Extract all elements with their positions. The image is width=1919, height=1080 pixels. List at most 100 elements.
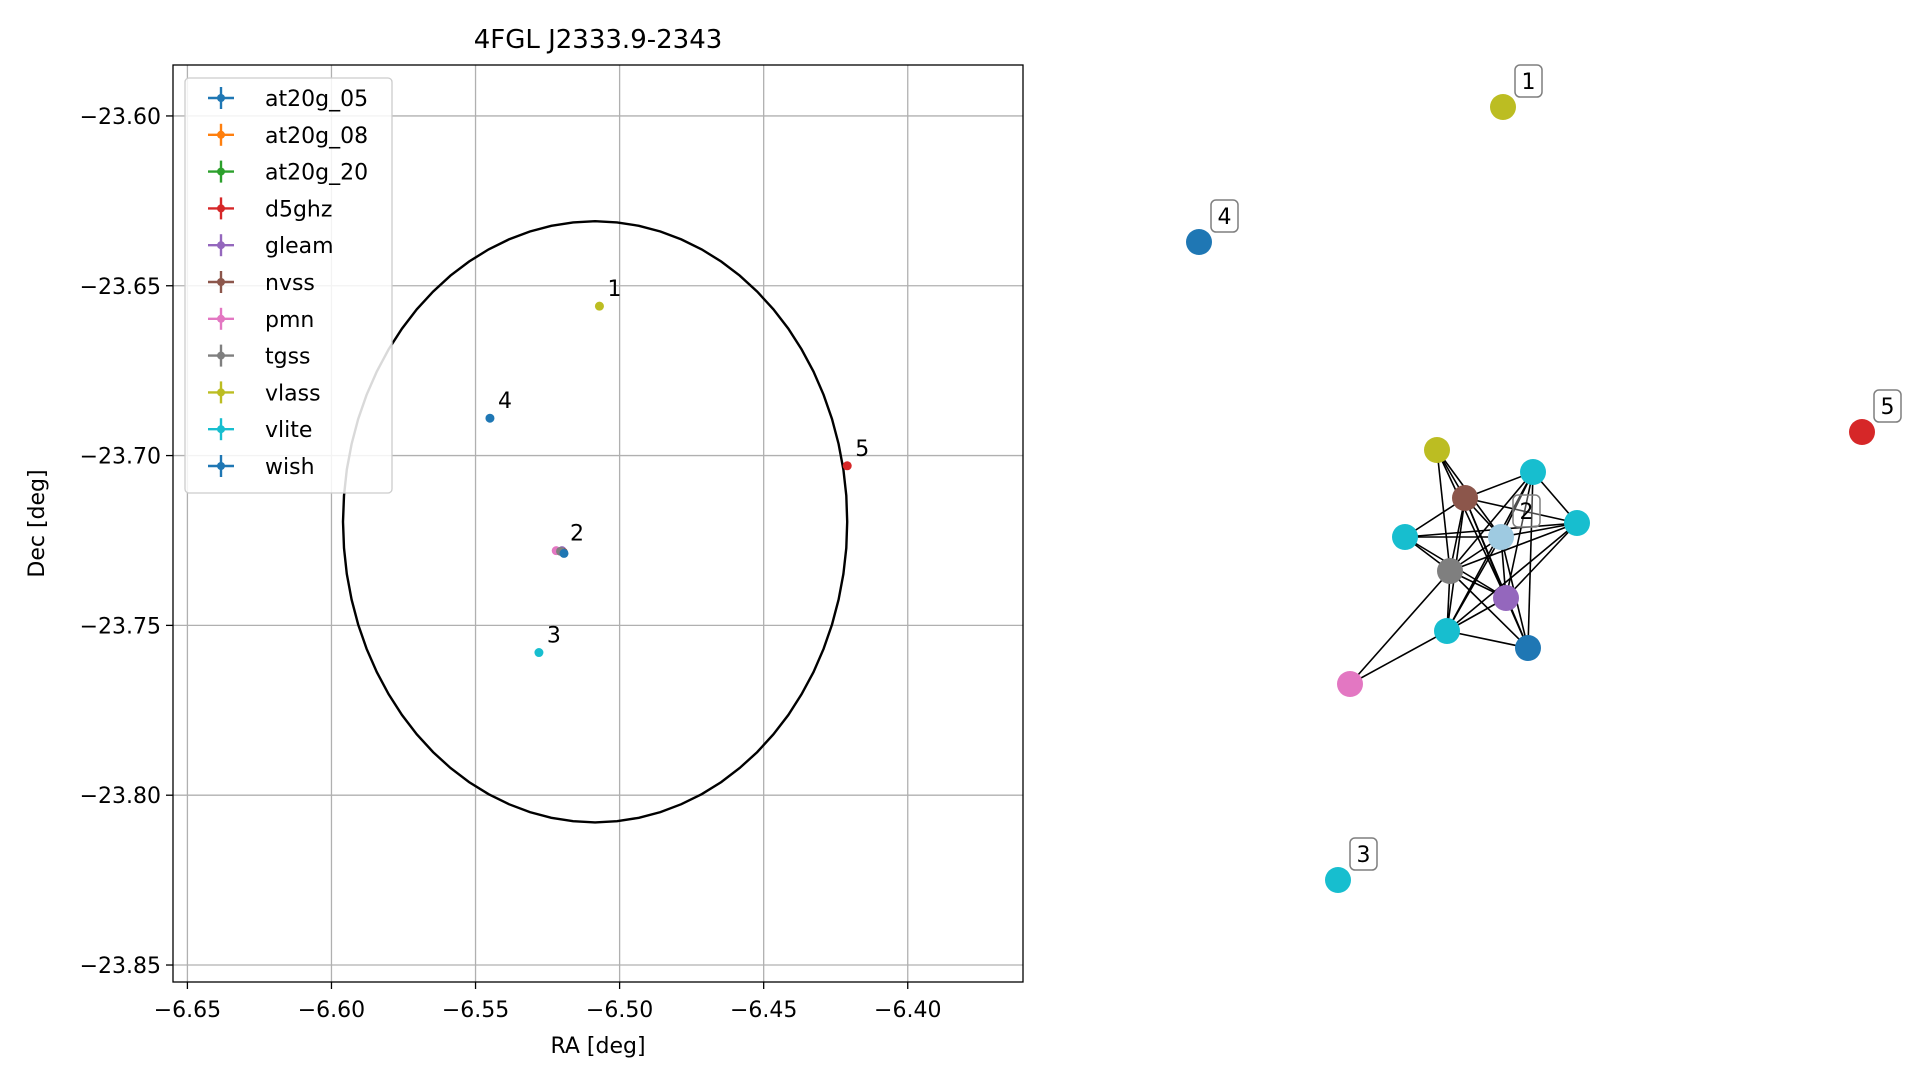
label-text: 2 [1520,500,1534,525]
network-edge [1449,522,1578,572]
legend-item: wish [208,455,315,480]
legend-label: at20g_08 [265,124,368,149]
label-box [1349,837,1378,871]
network-edge [1527,471,1534,649]
network-node-label: 1 [1514,64,1543,98]
label-text: 5 [1881,395,1895,420]
label-box [1210,199,1239,233]
network-edge [1446,522,1578,632]
legend-marker-dot [217,204,225,213]
legend-item: d5ghz [208,197,332,222]
y-axis-label: Dec [deg] [25,469,50,577]
network-edge [1449,570,1529,649]
y-tick-label: −23.60 [80,105,161,130]
legend-label: pmn [265,308,314,333]
network-panel: 1 4 5 2 3 [1186,64,1902,893]
axes-frame [172,64,1024,983]
localization-ellipse [341,219,849,824]
scatter-panel: 1 4 5 2 3 −6.65 −6.60 −6.55 −6.50 −6.45 −6.40 −23… [25,25,1024,1059]
network-edge [1436,449,1507,599]
x-tick-label: −6.50 [586,998,653,1023]
point-annotation: 4 [498,389,512,414]
y-tick-label: −23.65 [80,275,161,300]
legend-item: nvss [208,271,315,296]
network-nodes [1186,94,1875,893]
legend-item: tgss [208,344,311,370]
legend-label: wish [265,455,315,480]
legend-marker-dot [217,425,225,434]
y-tick-label: −23.85 [80,954,161,979]
legend-marker-dot [217,462,225,470]
network-node [1337,671,1363,697]
legend-box [184,77,393,494]
legend-item: vlass [208,381,321,406]
point-at20g_05 [559,548,569,558]
network-node [1437,558,1463,584]
y-ticks: −23.60 −23.65 −23.70 −23.75 −23.80 −23.85 [80,105,173,979]
network-node-label: 5 [1873,389,1902,423]
legend-label: gleam [265,234,334,259]
x-tick-label: −6.60 [298,998,365,1023]
y-tick-label: −23.75 [80,614,161,639]
network-node [1490,94,1516,120]
network-node [1434,618,1460,644]
legend-item: at20g_08 [208,123,368,149]
network-node [1392,524,1418,550]
point-annotation: 2 [570,522,584,547]
network-edge [1449,471,1534,572]
network-edge [1446,630,1529,649]
network-node [1488,524,1514,550]
legend-marker-dot [217,314,225,323]
y-tick-label: −23.80 [80,784,161,809]
point-d5ghz [842,461,852,471]
network-node-labels: 1 4 5 2 3 [1210,64,1902,871]
label-box [1873,389,1902,423]
legend-item: at20g_05 [208,87,368,112]
network-edge [1436,449,1451,572]
network-node [1520,459,1546,485]
catalog-points [485,301,852,658]
network-edge [1464,497,1578,524]
legend: at20g_05 at20g_08 at20g_20 d5ghz gleam nvss pm… [184,77,393,494]
legend-label: d5ghz [265,197,332,222]
legend-marker-dot [217,130,225,139]
label-box [1514,64,1543,98]
legend-marker-dot [217,278,225,286]
legend-marker-dot [217,94,225,102]
legend-label: at20g_20 [265,161,368,186]
label-text: 1 [1522,70,1536,95]
legend-label: tgss [265,345,311,370]
point-annotation: 1 [607,277,621,302]
x-tick-label: −6.55 [442,998,509,1023]
network-node-label: 3 [1349,837,1378,871]
network-node [1493,585,1519,611]
legend-marker-dot [217,167,225,176]
legend-item: gleam [208,234,334,259]
y-tick-label: −23.70 [80,445,161,470]
point-annotations: 1 4 5 2 3 [498,277,869,648]
network-node [1849,419,1875,445]
legend-item: at20g_20 [208,160,368,186]
network-node [1452,485,1478,511]
chart-title: 4FGL J2333.9-2343 [474,25,723,55]
network-node [1515,635,1541,661]
point-vlite [534,648,544,658]
legend-label: at20g_05 [265,87,368,112]
legend-item: vlite [208,418,312,443]
network-node [1564,510,1590,536]
point-annotation: 5 [855,437,869,462]
label-text: 4 [1218,205,1232,230]
point-annotation: 3 [547,624,561,649]
point-vlass [594,301,604,311]
x-tick-label: −6.45 [730,998,797,1023]
legend-item: pmn [208,307,314,333]
network-edge [1349,630,1448,685]
network-node-label: 2 [1512,494,1541,528]
network-edge [1349,570,1451,685]
legend-marker-dot [217,388,225,397]
network-edge [1446,536,1502,632]
network-edge [1505,522,1578,599]
legend-label: vlass [265,381,321,406]
x-ticks: −6.65 −6.60 −6.55 −6.50 −6.45 −6.40 [154,982,941,1023]
